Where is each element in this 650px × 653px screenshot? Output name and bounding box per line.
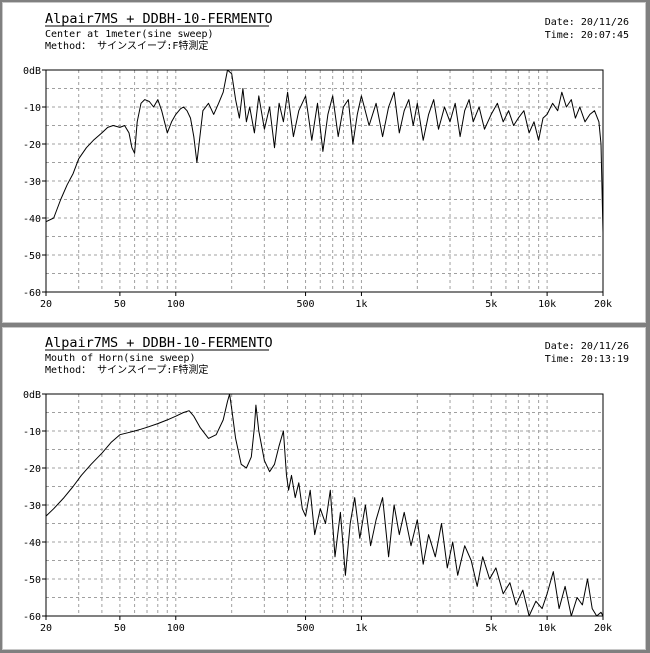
x-tick-label: 5k <box>485 623 497 634</box>
y-tick-label: -60 <box>23 612 41 623</box>
y-tick-label: -10 <box>23 103 41 114</box>
chart-subtitle: Mouth of Horn(sine sweep) <box>45 353 196 364</box>
chart-method: Method： サインスイープ:F特測定 <box>45 39 208 52</box>
y-tick-label: -20 <box>23 464 41 475</box>
y-tick-label: -40 <box>23 214 41 225</box>
y-tick-label: -40 <box>23 538 41 549</box>
chart-date: Date: 20/11/26 <box>545 341 629 352</box>
x-tick-label: 100 <box>167 299 185 310</box>
x-tick-label: 50 <box>114 623 126 634</box>
x-tick-label: 10k <box>538 299 556 310</box>
x-tick-label: 20 <box>40 623 52 634</box>
y-tick-label: 0dB <box>23 390 41 401</box>
x-tick-label: 500 <box>297 623 315 634</box>
y-tick-label: -30 <box>23 177 41 188</box>
response-curve <box>45 69 604 233</box>
chart-time: Time: 20:07:45 <box>545 30 629 41</box>
chart-title: Alpair7MS + DDBH-10-FERMENTO <box>45 335 273 351</box>
chart-date: Date: 20/11/26 <box>545 17 629 28</box>
y-tick-label: -10 <box>23 427 41 438</box>
y-tick-label: -30 <box>23 501 41 512</box>
chart-panel-center: Alpair7MS + DDBH-10-FERMENTO Center at 1… <box>2 2 646 323</box>
chart-panel-horn: Alpair7MS + DDBH-10-FERMENTO Mouth of Ho… <box>2 327 646 650</box>
x-tick-label: 1k <box>355 623 367 634</box>
y-tick-label: -20 <box>23 140 41 151</box>
response-curve <box>45 393 604 617</box>
chart-time: Time: 20:13:19 <box>545 354 629 365</box>
x-tick-label: 1k <box>355 299 367 310</box>
chart-title: Alpair7MS + DDBH-10-FERMENTO <box>45 11 273 27</box>
x-tick-label: 20 <box>40 299 52 310</box>
chart-method: Method： サインスイープ:F特測定 <box>45 363 208 376</box>
y-tick-label: -50 <box>23 575 41 586</box>
x-tick-label: 5k <box>485 299 497 310</box>
x-tick-label: 20k <box>594 623 612 634</box>
x-tick-label: 10k <box>538 623 556 634</box>
x-tick-label: 20k <box>594 299 612 310</box>
y-tick-label: -60 <box>23 288 41 299</box>
x-tick-label: 500 <box>297 299 315 310</box>
y-tick-label: -50 <box>23 251 41 262</box>
x-tick-label: 100 <box>167 623 185 634</box>
y-tick-label: 0dB <box>23 66 41 77</box>
frequency-response-chart-center: Alpair7MS + DDBH-10-FERMENTO Center at 1… <box>23 11 629 310</box>
frequency-response-chart-horn: Alpair7MS + DDBH-10-FERMENTO Mouth of Ho… <box>23 335 629 634</box>
chart-subtitle: Center at 1meter(sine sweep) <box>45 29 214 40</box>
x-tick-label: 50 <box>114 299 126 310</box>
